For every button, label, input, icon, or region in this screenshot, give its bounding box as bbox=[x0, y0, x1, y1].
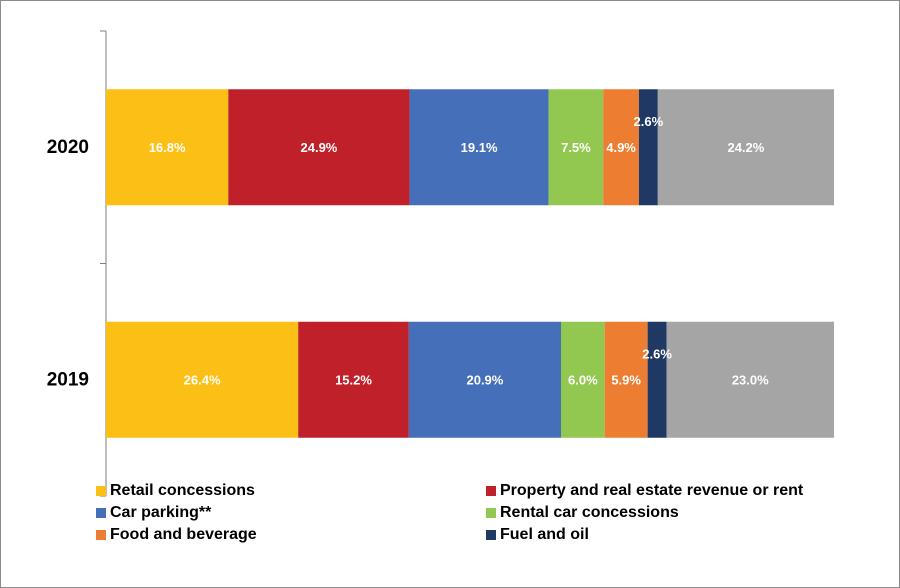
legend-item: Rental car concessions bbox=[486, 503, 856, 523]
legend-swatch bbox=[96, 486, 106, 496]
legend-swatch bbox=[486, 486, 496, 496]
bar-segment bbox=[408, 321, 561, 438]
bar-segment bbox=[638, 89, 658, 206]
data-label: 16.8% bbox=[149, 140, 186, 155]
data-label: 20.9% bbox=[466, 372, 503, 387]
legend: Retail concessions Property and real esta… bbox=[96, 481, 856, 545]
legend-label: Car parking** bbox=[110, 504, 212, 521]
data-label: 2.6% bbox=[642, 346, 672, 361]
legend-item: Food and beverage bbox=[96, 525, 486, 545]
legend-item: Property and real estate revenue or rent bbox=[486, 481, 856, 501]
data-label: 4.9% bbox=[606, 140, 636, 155]
data-label: 7.5% bbox=[561, 140, 591, 155]
data-label: 2.6% bbox=[634, 114, 664, 129]
data-label: 23.0% bbox=[732, 372, 769, 387]
bar-segment bbox=[106, 321, 299, 438]
data-label: 6.0% bbox=[568, 372, 598, 387]
legend-swatch bbox=[96, 530, 106, 540]
legend-item: Car parking** bbox=[96, 503, 486, 523]
legend-label: Property and real estate revenue or rent bbox=[500, 482, 804, 499]
bar-segment bbox=[409, 89, 549, 206]
bar-segment bbox=[106, 89, 229, 206]
legend-swatch bbox=[486, 530, 496, 540]
category-label: 2020 bbox=[47, 137, 89, 158]
legend-label: Retail concessions bbox=[110, 482, 255, 499]
data-label: 15.2% bbox=[335, 372, 372, 387]
legend-label: Food and beverage bbox=[110, 526, 257, 543]
legend-swatch bbox=[486, 508, 496, 518]
data-label: 24.2% bbox=[727, 140, 764, 155]
legend-item: Fuel and oil bbox=[486, 525, 856, 545]
bar-segment bbox=[298, 321, 409, 438]
bar-segment bbox=[666, 321, 834, 438]
data-label: 24.9% bbox=[301, 140, 338, 155]
legend-label: Fuel and oil bbox=[500, 526, 589, 543]
legend-label: Rental car concessions bbox=[500, 504, 679, 521]
bar-segment bbox=[228, 89, 410, 206]
category-label: 2019 bbox=[47, 369, 89, 390]
bar-segment bbox=[647, 321, 667, 438]
bar-segment bbox=[603, 89, 639, 206]
legend-item: Retail concessions bbox=[96, 481, 486, 501]
bar-segment bbox=[548, 89, 604, 206]
bar-segment bbox=[604, 321, 648, 438]
data-label: 19.1% bbox=[461, 140, 498, 155]
bar-segment bbox=[657, 89, 834, 206]
data-label: 26.4% bbox=[184, 372, 221, 387]
data-label: 5.9% bbox=[611, 372, 641, 387]
bar-segment bbox=[561, 321, 605, 438]
legend-swatch bbox=[96, 508, 106, 518]
